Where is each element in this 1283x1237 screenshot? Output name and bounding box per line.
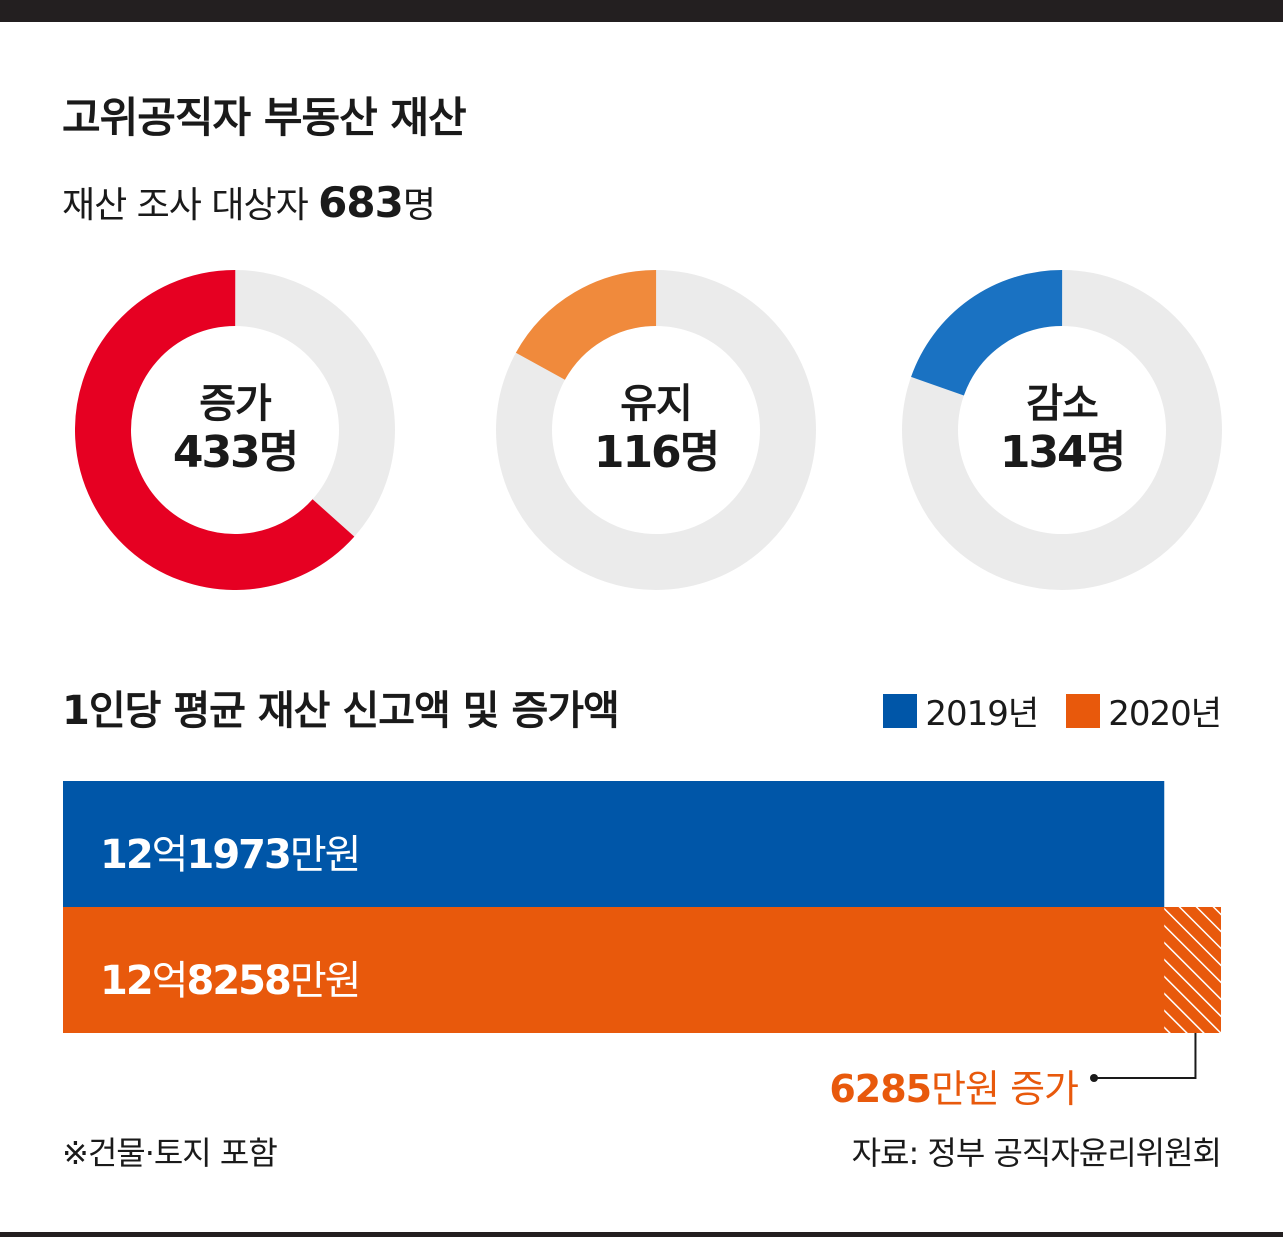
page-title: 고위공직자 부동산 재산: [62, 93, 467, 142]
bar-increase-segment: [1164, 907, 1221, 1033]
donut-decrease-chart: [902, 270, 1222, 590]
bar-2019-label: 12억1973만원: [100, 832, 361, 878]
donut-increase-count: 433명: [172, 427, 299, 478]
top-border: [0, 0, 1283, 22]
donut-decrease-count: 134명: [999, 427, 1126, 478]
donut-maintain-count: 116명: [593, 427, 720, 478]
legend-label-2020: 2020년: [1108, 694, 1222, 734]
source-note: 자료: 정부 공직자윤리위원회: [851, 1134, 1222, 1172]
donut-decrease-text: 감소 134명: [902, 270, 1222, 590]
footnote: ※건물·토지 포함: [62, 1134, 278, 1172]
legend-item-2019: 2019년: [883, 686, 1039, 735]
donut-increase: 증가 433명: [75, 270, 395, 590]
subtitle-unit: 명: [402, 185, 436, 226]
donut-decrease: 감소 134명: [902, 270, 1222, 590]
legend-label-2019: 2019년: [925, 694, 1039, 734]
bottom-border: [0, 1232, 1283, 1237]
subtitle-count: 683: [318, 178, 404, 227]
donut-increase-chart: [75, 270, 395, 590]
legend-item-2020: 2020년: [1066, 686, 1222, 735]
donut-increase-segment: [75, 270, 395, 590]
bar-2020-label: 12억8258만원: [100, 958, 361, 1004]
donut-maintain: 유지 116명: [496, 270, 816, 590]
donut-increase-text: 증가 433명: [75, 270, 395, 590]
legend-swatch-2019: [883, 693, 918, 728]
subtitle-prefix: 재산 조사 대상자: [62, 185, 319, 226]
increase-leader-line: [1094, 1033, 1197, 1079]
increase-label: 6285만원 증가: [0, 1058, 1079, 1113]
donut-increase-label: 증가: [199, 381, 272, 427]
subtitle: 재산 조사 대상자 683명: [62, 176, 436, 228]
donut-maintain-segment: [496, 270, 816, 590]
legend: 2019년 2020년: [855, 686, 1222, 735]
donut-decrease-label: 감소: [1026, 381, 1099, 427]
bar-section-title: 1인당 평균 재산 신고액 및 증가액: [62, 688, 620, 734]
donut-maintain-text: 유지 116명: [496, 270, 816, 590]
donut-maintain-chart: [496, 270, 816, 590]
increase-amount: 6285: [829, 1067, 932, 1111]
donut-maintain-label: 유지: [620, 381, 693, 427]
legend-swatch-2020: [1066, 693, 1101, 728]
increase-leader-dot: [1090, 1074, 1098, 1082]
increase-text: 만원 증가: [931, 1067, 1079, 1111]
